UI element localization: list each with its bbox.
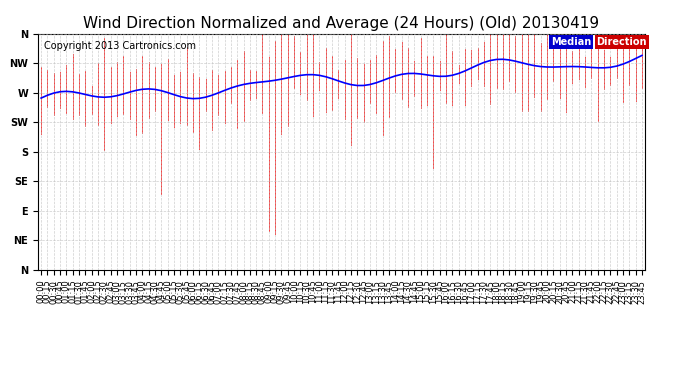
Text: Median: Median (551, 37, 591, 47)
Title: Wind Direction Normalized and Average (24 Hours) (Old) 20130419: Wind Direction Normalized and Average (2… (83, 16, 600, 31)
Text: Copyright 2013 Cartronics.com: Copyright 2013 Cartronics.com (44, 41, 196, 51)
Text: Direction: Direction (597, 37, 647, 47)
